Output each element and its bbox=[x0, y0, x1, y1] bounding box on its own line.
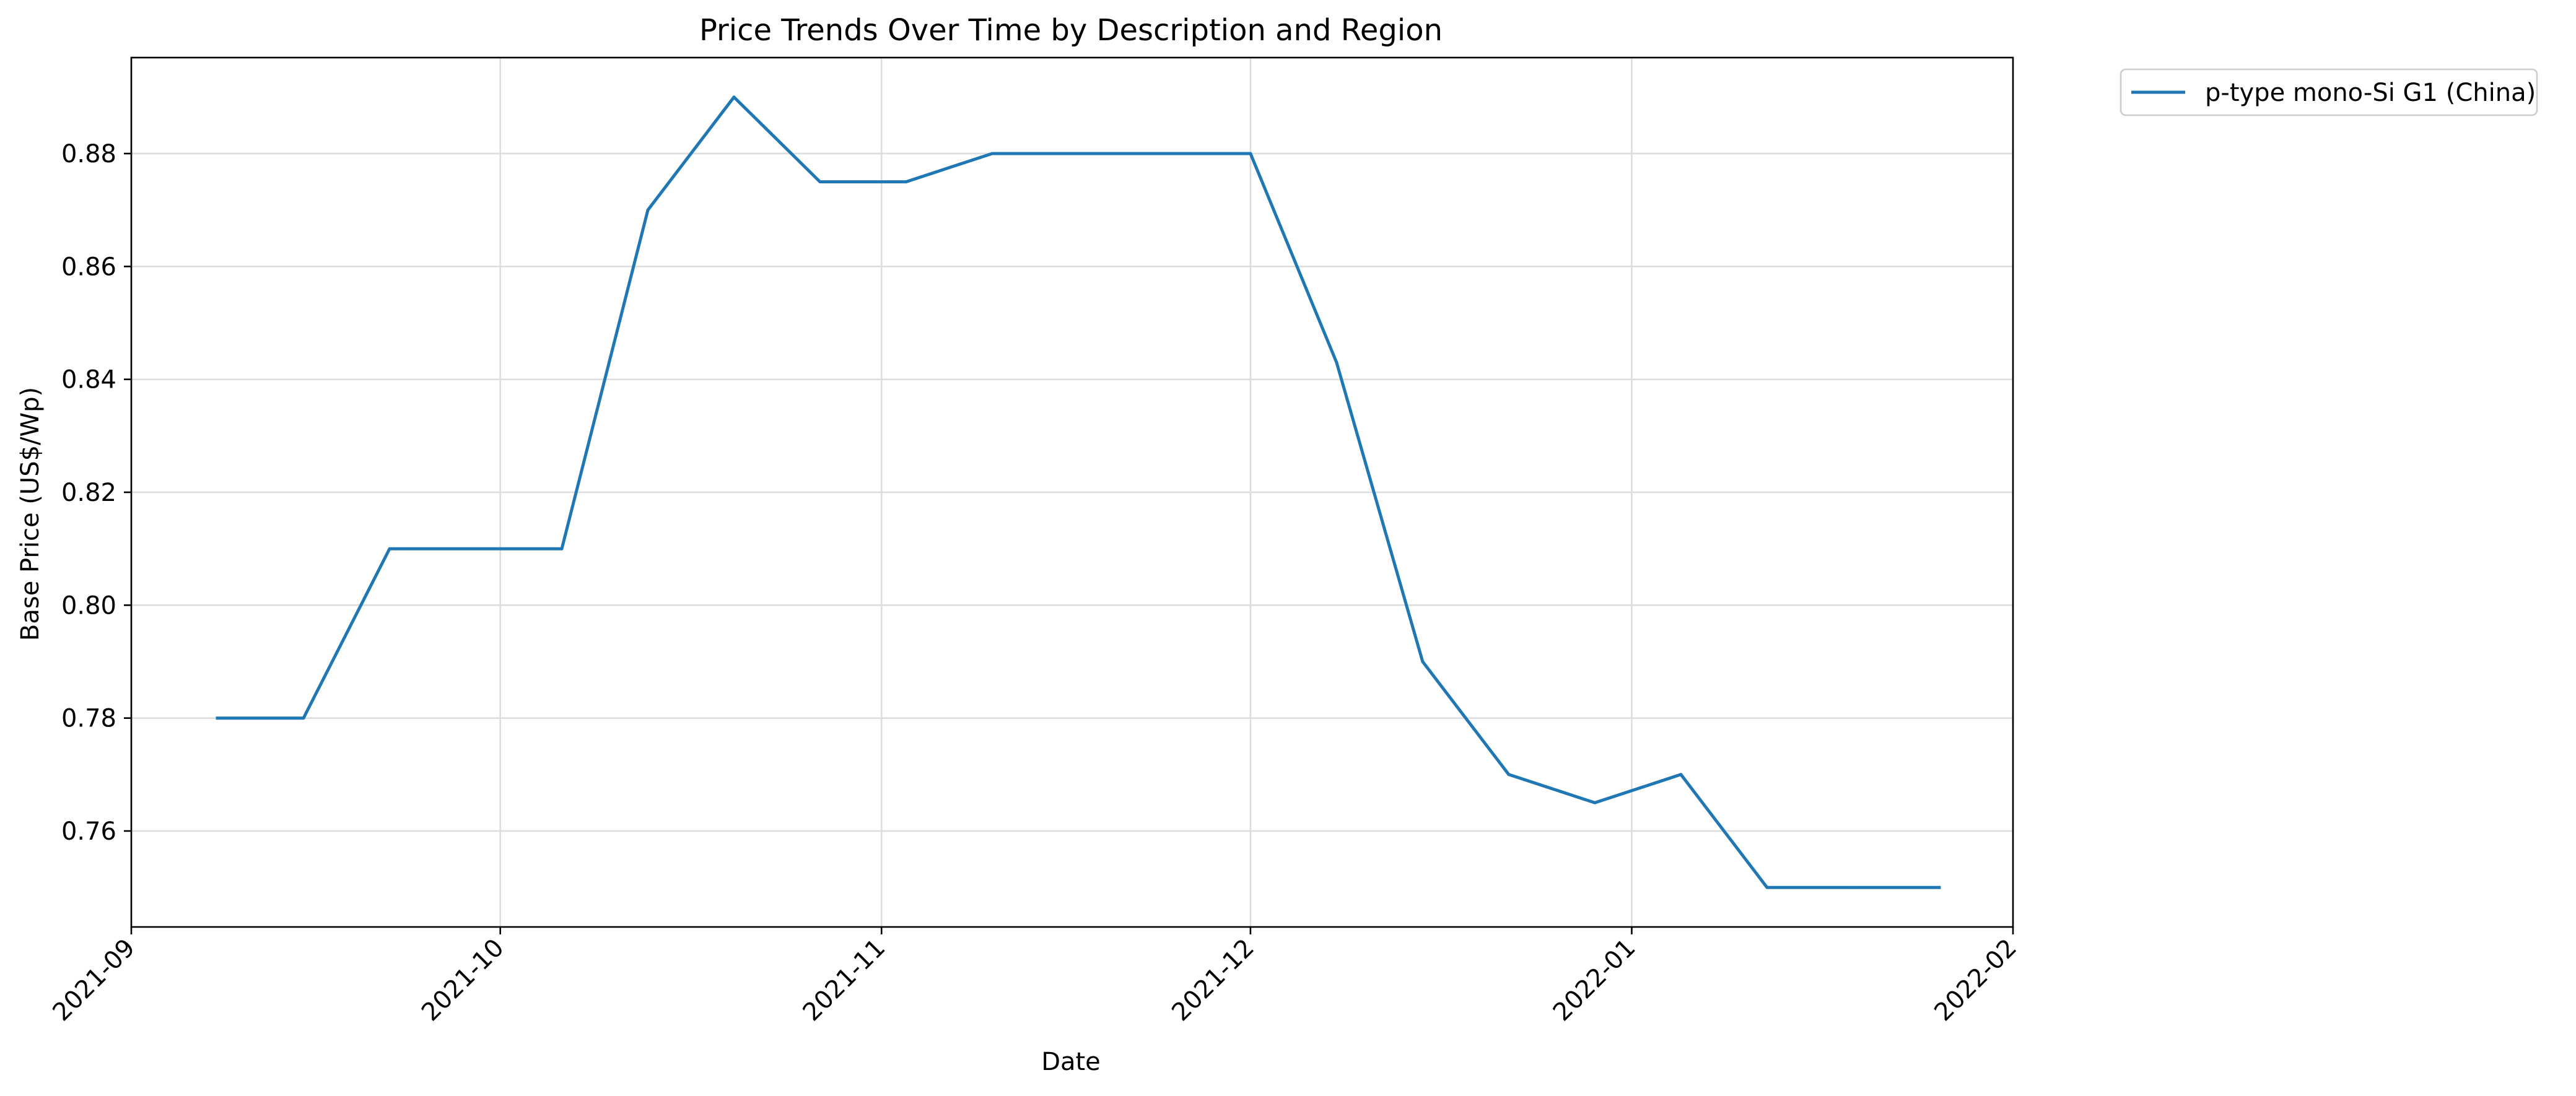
x-tick-label: 2021-09 bbox=[47, 934, 141, 1027]
x-axis-ticks: 2021-09 2021-10 2021-11 2021-12 2022-01 2022-… bbox=[47, 927, 2022, 1027]
y-tick-label: 0.76 bbox=[61, 817, 116, 846]
legend-label: p-type mono-Si G1 (China) bbox=[2205, 79, 2536, 107]
x-tick-label: 2021-11 bbox=[798, 934, 891, 1027]
data-point bbox=[1679, 773, 1683, 776]
data-lines bbox=[216, 95, 1941, 889]
data-point bbox=[1249, 152, 1252, 155]
data-point bbox=[990, 152, 994, 155]
x-tick-label: 2021-10 bbox=[416, 934, 510, 1027]
y-tick-label: 0.82 bbox=[61, 479, 116, 507]
data-point bbox=[1335, 360, 1338, 364]
data-point bbox=[1765, 885, 1769, 889]
data-point bbox=[560, 547, 564, 550]
data-point bbox=[1421, 660, 1425, 663]
data-point bbox=[646, 208, 650, 212]
data-point bbox=[818, 180, 822, 184]
data-point bbox=[1937, 885, 1941, 889]
data-point bbox=[1076, 152, 1080, 155]
data-point bbox=[1593, 801, 1597, 804]
chart-title: Price Trends Over Time by Description an… bbox=[699, 13, 1443, 48]
data-point bbox=[732, 95, 736, 99]
y-tick-label: 0.88 bbox=[61, 140, 116, 168]
data-point bbox=[388, 547, 391, 550]
data-point bbox=[904, 180, 908, 184]
y-tick-label: 0.84 bbox=[61, 366, 116, 394]
data-point bbox=[216, 716, 219, 720]
data-point bbox=[1507, 773, 1511, 776]
data-point bbox=[302, 716, 305, 720]
x-axis-label: Date bbox=[1041, 1048, 1101, 1076]
data-point bbox=[474, 547, 478, 550]
y-tick-label: 0.78 bbox=[61, 705, 116, 733]
y-axis-ticks: 0.76 0.78 0.80 0.82 0.84 0.86 0.88 bbox=[61, 140, 131, 846]
legend-frame bbox=[2120, 68, 2538, 116]
y-axis-label: Base Price (US$/Wp) bbox=[16, 387, 45, 641]
data-point bbox=[1163, 152, 1166, 155]
x-tick-label: 2022-02 bbox=[1929, 934, 2022, 1027]
data-point bbox=[1851, 885, 1855, 889]
x-tick-label: 2021-12 bbox=[1166, 934, 1260, 1027]
legend: p-type mono-Si G1 (China) bbox=[2120, 68, 2538, 116]
grid-lines bbox=[130, 58, 2014, 927]
y-tick-label: 0.86 bbox=[61, 253, 116, 281]
x-tick-label: 2022-01 bbox=[1548, 934, 1641, 1027]
y-tick-label: 0.80 bbox=[61, 591, 116, 620]
